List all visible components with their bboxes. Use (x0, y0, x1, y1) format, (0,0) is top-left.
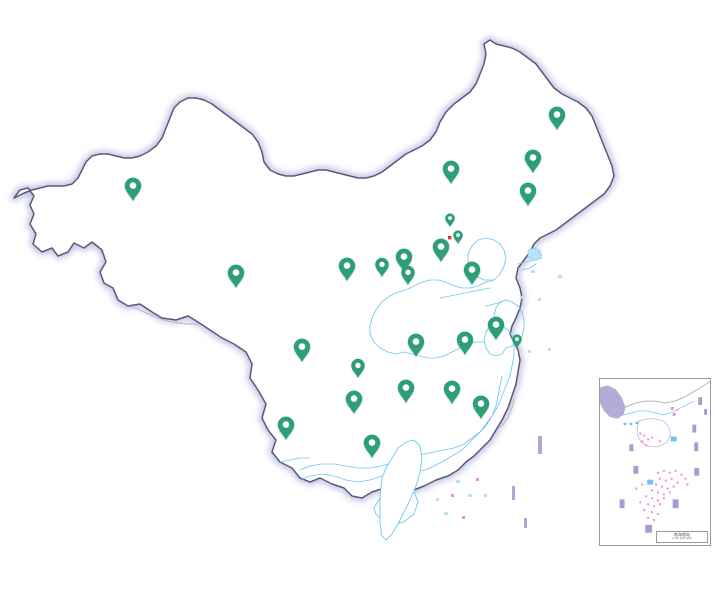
pin-body (432, 238, 450, 262)
pin-hole (282, 421, 290, 428)
pin-body (442, 160, 460, 184)
pin-hole (524, 187, 532, 194)
inset-canvas (600, 381, 710, 533)
pin-body (293, 338, 311, 362)
location-pin-xining[interactable]: 西宁 (227, 264, 245, 288)
pin-hole (400, 253, 408, 260)
pin-hole (477, 400, 485, 407)
location-pin-urumqi[interactable]: 乌鲁木齐 (124, 177, 142, 201)
location-pin-changsha[interactable]: 长沙 (397, 379, 415, 403)
location-pin-shanghai[interactable]: 上海 (512, 334, 522, 348)
pin-hole (553, 111, 561, 118)
pin-body (548, 106, 566, 130)
pin-body (463, 261, 481, 285)
pin-hole (368, 439, 376, 446)
location-pin-nanjing[interactable]: 南京 (487, 316, 505, 340)
pin-hole (447, 165, 455, 172)
location-pin-jinan[interactable]: 济南 (463, 261, 481, 285)
location-pin-nanchang[interactable]: 南昌 (472, 395, 490, 419)
inset-scale-box: 南海诸岛 1:35 000 000 (656, 530, 708, 543)
pin-hole (437, 243, 445, 250)
location-pin-kunming[interactable]: 昆明 (277, 416, 295, 440)
pin-body (445, 213, 455, 227)
pin-body (453, 230, 463, 244)
pin-hole (298, 343, 306, 350)
inset-mainland (600, 381, 710, 447)
location-pin-changchun[interactable]: 长春 (524, 149, 542, 173)
location-pin-beijing[interactable]: 北京 (445, 213, 455, 227)
location-pin-lanzhou[interactable]: 兰州 (338, 257, 356, 281)
pin-hole (529, 154, 537, 161)
pin-hole (412, 338, 420, 345)
pin-body (456, 331, 474, 355)
pin-body (407, 333, 425, 357)
location-pin-nanning[interactable]: 南宁 (363, 434, 381, 458)
south-china-sea-inset[interactable]: 南海诸岛 1:35 000 000 (599, 378, 711, 546)
pin-body (277, 416, 295, 440)
location-pin-hohhot-west[interactable]: 呼伦贝尔 (442, 160, 460, 184)
pin-hole (350, 395, 358, 402)
pin-body (524, 149, 542, 173)
pin-hole (379, 261, 385, 268)
pin-body (351, 358, 365, 378)
pin-body (512, 334, 522, 348)
location-pin-wuhan[interactable]: 武汉 (443, 380, 461, 404)
pin-hole (461, 336, 469, 343)
location-pin-hefei[interactable]: 合肥 (456, 331, 474, 355)
location-pin-chongqing[interactable]: 重庆 (351, 358, 365, 378)
location-pin-tianjin[interactable]: 天津 (453, 230, 463, 244)
location-pin-taiyuan[interactable]: 太原 (401, 265, 415, 285)
pin-hole (129, 182, 137, 189)
location-pin-guiyang[interactable]: 贵阳 (345, 390, 363, 414)
location-pin-chengdu[interactable]: 成都 (293, 338, 311, 362)
inset-title: 南海诸岛 (674, 532, 690, 537)
location-pin-layer[interactable]: 乌鲁木齐兰州 西宁 银川呼和浩特太原石家庄 北京天津济南 沈阳 长春 哈尔滨呼伦贝尔郑州 合肥… (124, 106, 566, 458)
pin-hole (468, 266, 476, 273)
location-pin-shenyang[interactable]: 沈阳 (519, 182, 537, 206)
pin-hole (448, 216, 452, 220)
location-pin-shijiazhuang[interactable]: 石家庄 (432, 238, 450, 262)
location-pin-zhengzhou[interactable]: 郑州 (407, 333, 425, 357)
pin-hole (515, 337, 519, 341)
pin-hole (402, 384, 410, 391)
sea-islands (373, 247, 562, 541)
pin-hole (355, 362, 361, 369)
location-pin-hohhot[interactable]: 呼和浩特 (395, 248, 413, 272)
pin-body (519, 182, 537, 206)
pin-body (472, 395, 490, 419)
inset-islands (619, 407, 700, 533)
inset-scale: 1:35 000 000 (672, 536, 692, 541)
pin-hole (492, 321, 500, 328)
pin-body (363, 434, 381, 458)
pin-hole (448, 385, 456, 392)
pin-hole (405, 269, 411, 276)
pin-body (443, 380, 461, 404)
pin-body (401, 265, 415, 285)
pin-body (227, 264, 245, 288)
pin-hole (456, 233, 460, 237)
pin-body (487, 316, 505, 340)
pin-body (338, 257, 356, 281)
location-pin-yinchuan[interactable]: 银川 (375, 257, 389, 277)
pin-body (375, 257, 389, 277)
pin-body (395, 248, 413, 272)
pin-body (397, 379, 415, 403)
pin-body (124, 177, 142, 201)
pin-hole (232, 269, 240, 276)
pin-body (345, 390, 363, 414)
national-border (13, 39, 615, 499)
capital-marker-beijing[interactable] (448, 236, 452, 240)
location-pin-harbin[interactable]: 哈尔滨 (548, 106, 566, 130)
pin-hole (343, 262, 351, 269)
